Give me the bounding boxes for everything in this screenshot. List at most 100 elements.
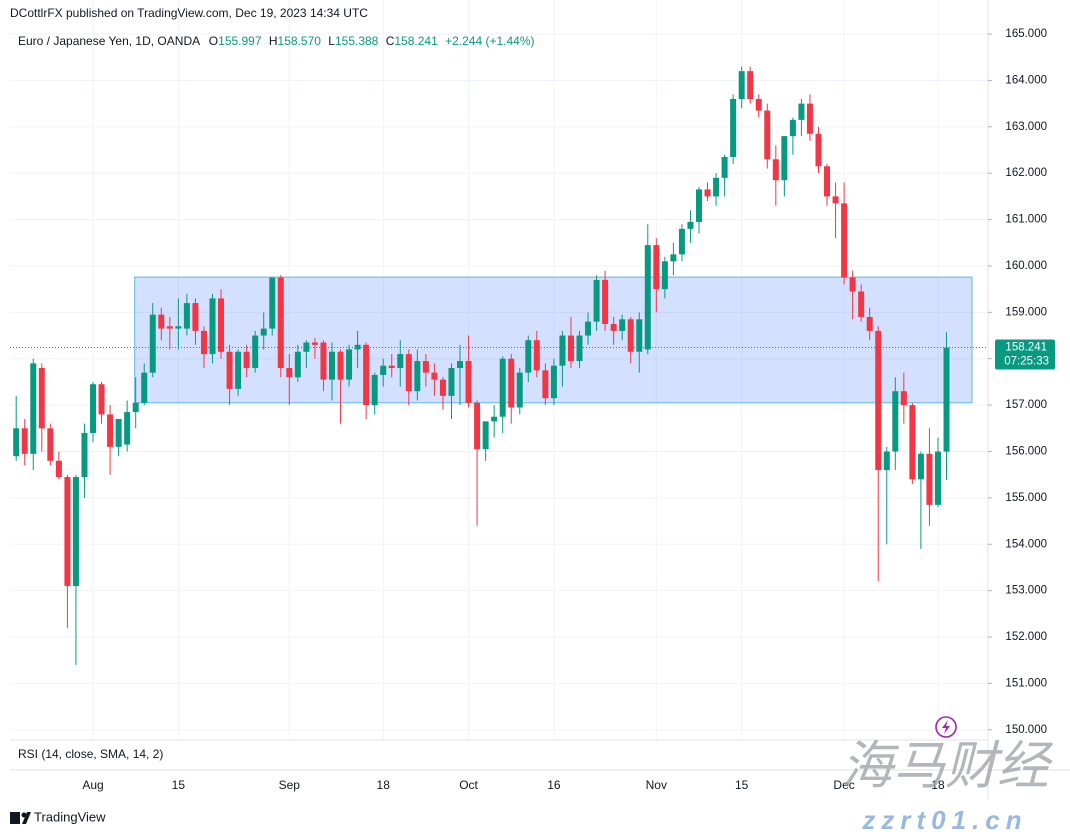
candle-body — [192, 303, 199, 331]
candle-body — [849, 277, 856, 292]
candle-body — [337, 351, 344, 380]
y-tick-label: 164.000 — [1005, 74, 1047, 86]
candle-body — [636, 319, 643, 352]
watermark-site: zzrt01.cn — [861, 805, 1027, 835]
candle-body — [363, 344, 370, 406]
candle-body — [764, 110, 771, 160]
countdown: 07:25:33 — [1004, 356, 1049, 368]
candle-body — [21, 428, 28, 454]
candle-body — [218, 298, 225, 352]
candle-body — [72, 477, 79, 587]
candle-body — [226, 351, 233, 389]
candle-body — [516, 372, 523, 408]
candle-body — [311, 342, 318, 345]
candle-body — [132, 402, 139, 413]
candle-body — [943, 347, 950, 452]
x-tick-label: 15 — [172, 778, 186, 792]
candle-body — [64, 477, 71, 587]
candle-body — [738, 71, 745, 99]
candle-body — [260, 328, 267, 336]
candle-body — [115, 419, 122, 447]
x-tick-label: 18 — [931, 778, 945, 792]
y-tick-label: 152.000 — [1005, 631, 1047, 643]
candle-body — [721, 156, 728, 178]
y-tick-label: 160.000 — [1005, 260, 1047, 272]
candle-body — [661, 261, 668, 290]
candle-body — [491, 416, 498, 422]
candle-body — [499, 358, 506, 417]
candle-body — [550, 365, 557, 399]
candle-body — [909, 405, 916, 480]
candle-body — [798, 103, 805, 120]
candle-body — [653, 245, 660, 290]
legend-value: 158.241 — [394, 34, 438, 48]
legend-key: L — [328, 34, 335, 48]
candle-body — [934, 451, 941, 505]
candle-body — [644, 245, 651, 350]
candle-body — [585, 321, 592, 336]
candle-body — [883, 451, 890, 471]
logo-part — [10, 812, 20, 824]
candle-body — [397, 354, 404, 369]
x-tick-label: 16 — [547, 778, 561, 792]
candle-body — [917, 453, 924, 480]
x-tick-label: 15 — [735, 778, 749, 792]
candle-body — [243, 351, 250, 369]
candle-body — [576, 335, 583, 362]
candle-body — [533, 340, 540, 371]
candle-body — [414, 361, 421, 392]
legend-value: 155.997 — [218, 34, 262, 48]
candle-body — [482, 421, 489, 450]
candle-body — [559, 335, 566, 366]
candle-body — [380, 365, 387, 375]
x-tick-label: Sep — [279, 778, 301, 792]
price-tag — [995, 339, 1055, 370]
candle-body — [294, 351, 301, 378]
candle-body — [286, 368, 293, 378]
candle-body — [858, 291, 865, 317]
candle-body — [610, 323, 617, 331]
candle-body — [346, 349, 353, 380]
alert-icon[interactable] — [935, 716, 957, 738]
candle-body — [277, 277, 284, 369]
candle-body — [269, 277, 276, 329]
candle-body — [209, 298, 216, 355]
legend-key: H — [269, 34, 278, 48]
x-tick-label: Nov — [646, 778, 667, 792]
candle-body — [875, 330, 882, 471]
y-tick-label: 151.000 — [1005, 677, 1047, 689]
candle-body — [405, 354, 412, 392]
candle-body — [124, 412, 131, 445]
candle-body — [422, 361, 429, 373]
y-tick-label: 163.000 — [1005, 121, 1047, 133]
candle-body — [320, 342, 327, 380]
price-axis: 150.000 151.000 152.000 153.000 154.000 155.0… — [988, 28, 1047, 736]
time-axis: Aug 15 Sep 18 Oct 16 Nov 15 Dec 18 — [82, 778, 945, 792]
y-tick-label: 153.000 — [1005, 585, 1047, 597]
legend-key: C — [386, 34, 395, 48]
candle-body — [866, 316, 873, 331]
candle-body — [55, 460, 62, 478]
candle-body — [815, 133, 822, 167]
candle-body — [98, 384, 105, 415]
candle-body — [781, 136, 788, 181]
candle-body — [832, 196, 839, 204]
candle-body — [431, 372, 438, 380]
candle-body — [789, 119, 796, 137]
candle-body — [166, 326, 173, 329]
candle-body — [388, 365, 395, 369]
x-tick-label: Aug — [82, 778, 103, 792]
candle-body — [806, 103, 813, 134]
candle-body — [235, 351, 242, 389]
candle-body — [772, 159, 779, 181]
candle-body — [704, 189, 711, 197]
candle-body — [13, 428, 20, 457]
candle-body — [926, 453, 933, 505]
candle-body — [457, 361, 464, 369]
candle-body — [678, 228, 685, 255]
legend-value: 155.388 — [335, 34, 379, 48]
candle-body — [448, 368, 455, 396]
candle-body — [81, 432, 88, 478]
last-price-label: 158.241 — [1005, 342, 1047, 354]
candle-body — [107, 414, 114, 447]
